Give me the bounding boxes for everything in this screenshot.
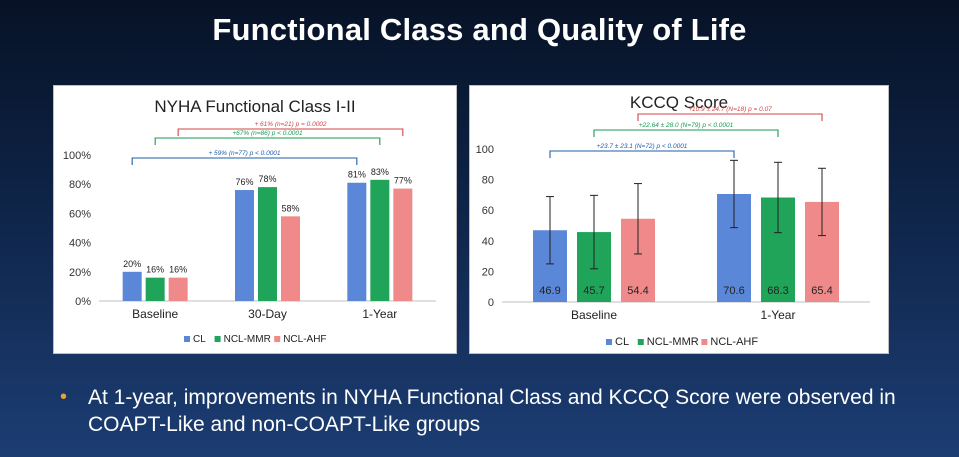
- bullet-dot-icon: •: [60, 386, 68, 408]
- bar-ncl-mmr: [145, 277, 165, 301]
- bullet-text: At 1-year, improvements in NYHA Function…: [88, 386, 896, 436]
- x-tick-label: 1-Year: [362, 307, 397, 321]
- legend-label: NCL-MMR: [224, 334, 271, 345]
- data-label: 46.9: [539, 285, 560, 297]
- bar-cl: [122, 271, 142, 301]
- legend-label: CL: [193, 334, 206, 345]
- significance-annotation: +23.7 ± 23.1 (N=72) p < 0.0001: [597, 143, 688, 150]
- bar-ncl-mmr: [370, 179, 390, 301]
- bar-ncl-ahf: [393, 188, 413, 301]
- legend-swatch: [701, 339, 708, 345]
- significance-bracket: [154, 137, 381, 145]
- y-tick-label: 80%: [69, 179, 91, 191]
- data-label: 16%: [169, 265, 187, 275]
- significance-annotation: +10.9 ± 24.7 (N=18) p = 0.07: [688, 106, 772, 113]
- data-label: 16%: [146, 265, 164, 275]
- x-tick-label: Baseline: [571, 308, 617, 322]
- data-label: 54.4: [627, 285, 648, 297]
- data-label: 58%: [281, 203, 299, 213]
- significance-bracket: [549, 150, 735, 158]
- significance-annotation: +22.64 ± 28.0 (N=79) p < 0.0001: [639, 122, 734, 129]
- chart-title: KCCQ Score: [630, 93, 728, 112]
- bar-cl: [347, 182, 367, 301]
- bar-ncl-ahf: [168, 277, 188, 301]
- slide-title: Functional Class and Quality of Life: [212, 12, 747, 47]
- nyha-chart: NYHA Functional Class I-II 0% 20% 40% 60% 80%…: [63, 97, 436, 345]
- data-label: 45.7: [583, 285, 604, 297]
- y-tick-label: 0%: [75, 296, 91, 308]
- significance-bracket: [131, 157, 358, 165]
- bar-ncl-ahf: [281, 216, 300, 301]
- y-tick-label: 60: [482, 205, 494, 217]
- bar-ncl-mmr: [258, 187, 277, 301]
- significance-bracket: [637, 113, 823, 121]
- significance-bracket: [177, 128, 404, 136]
- legend-label: NCL-AHF: [710, 336, 758, 348]
- kccq-chart: KCCQ Score 0 20 40 60 80 100 46.9 45.7 54.4 Baseli…: [476, 93, 870, 348]
- legend-swatch: [214, 336, 221, 342]
- x-tick-label: Baseline: [132, 307, 178, 321]
- x-tick-label: 30-Day: [248, 307, 287, 321]
- legend-label: NCL-MMR: [647, 336, 699, 348]
- y-tick-label: 60%: [69, 208, 91, 220]
- significance-annotation: +67% (n=86) p < 0.0001: [232, 130, 303, 137]
- y-tick-label: 20: [482, 266, 494, 278]
- x-tick-label: 1-Year: [761, 308, 796, 322]
- data-label: 20%: [123, 259, 141, 269]
- legend-swatch: [274, 336, 281, 342]
- y-tick-label: 40%: [69, 238, 91, 250]
- data-label: 78%: [258, 174, 276, 184]
- legend-swatch: [637, 339, 644, 345]
- legend-swatch: [184, 336, 190, 342]
- data-label: 77%: [394, 176, 412, 186]
- chart-title: NYHA Functional Class I-II: [154, 97, 355, 116]
- data-label: 65.4: [811, 285, 832, 297]
- significance-annotation: + 61% (n=21) p = 0.0002: [254, 121, 326, 128]
- significance-annotation: + 59% (n=77) p < 0.0001: [208, 150, 280, 157]
- data-label: 70.6: [723, 285, 744, 297]
- nyha-chart-panel: NYHA Functional Class I-II 0% 20% 40% 60% 80%…: [53, 85, 457, 354]
- kccq-chart-panel: KCCQ Score 0 20 40 60 80 100 46.9 45.7 54.4 Baseli…: [469, 85, 889, 354]
- significance-bracket: [593, 129, 779, 137]
- y-tick-label: 20%: [69, 267, 91, 279]
- data-label: 68.3: [767, 285, 788, 297]
- bar-cl: [235, 190, 254, 301]
- data-label: 76%: [235, 177, 253, 187]
- y-tick-label: 0: [488, 297, 494, 309]
- data-label: 81%: [348, 170, 366, 180]
- y-tick-label: 100: [476, 144, 494, 156]
- legend-label: CL: [615, 336, 629, 348]
- legend-label: NCL-AHF: [283, 334, 326, 345]
- y-tick-label: 40: [482, 236, 494, 248]
- legend-swatch: [606, 339, 612, 345]
- y-tick-label: 80: [482, 175, 494, 187]
- y-tick-label: 100%: [63, 150, 91, 162]
- data-label: 83%: [371, 167, 389, 177]
